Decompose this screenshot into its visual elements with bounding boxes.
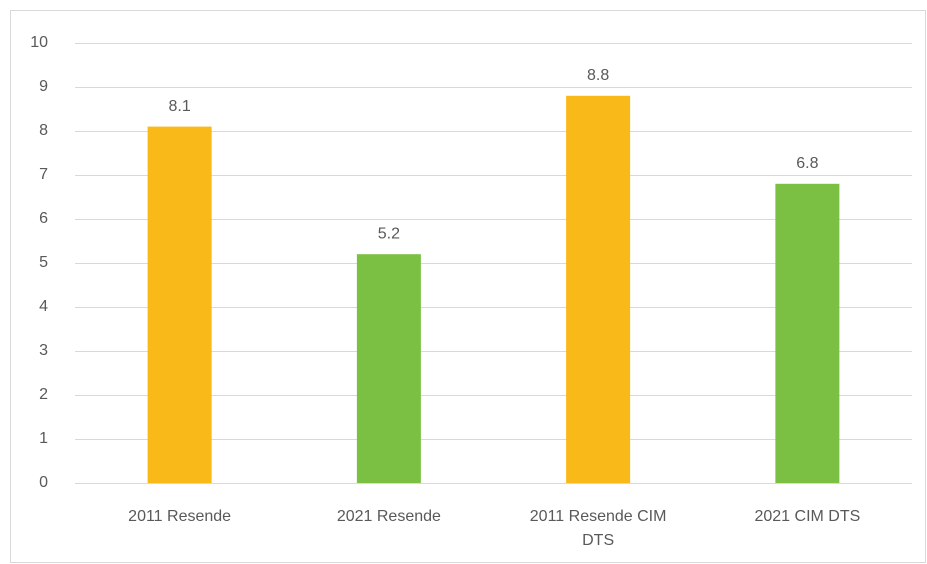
- bar: [147, 126, 212, 483]
- data-label: 8.8: [587, 67, 609, 84]
- y-tick-label: 8: [39, 122, 48, 139]
- y-tick-label: 9: [39, 78, 48, 95]
- y-tick-label: 6: [39, 210, 48, 227]
- data-label: 8.1: [169, 98, 191, 115]
- y-tick-label: 3: [39, 342, 48, 359]
- bar: [356, 254, 421, 483]
- data-label: 6.8: [796, 155, 818, 172]
- y-tick-label: 2: [39, 386, 48, 403]
- x-tick-label: 2011 Resende: [128, 508, 232, 525]
- x-tick-label: 2011 Resende CIM DTS: [529, 508, 667, 549]
- y-tick-label: 1: [39, 430, 48, 447]
- x-tick-label: 2021 Resende: [336, 508, 441, 525]
- bar: [566, 95, 631, 484]
- y-tick-label: 4: [39, 298, 48, 315]
- y-tick-label: 10: [30, 34, 48, 51]
- y-tick-label: 7: [39, 166, 48, 183]
- bar: [775, 183, 840, 484]
- x-tick-label: 2021 CIM DTS: [754, 508, 861, 525]
- data-label: 5.2: [378, 225, 400, 242]
- y-tick-label: 0: [39, 474, 48, 491]
- y-tick-label: 5: [39, 254, 48, 271]
